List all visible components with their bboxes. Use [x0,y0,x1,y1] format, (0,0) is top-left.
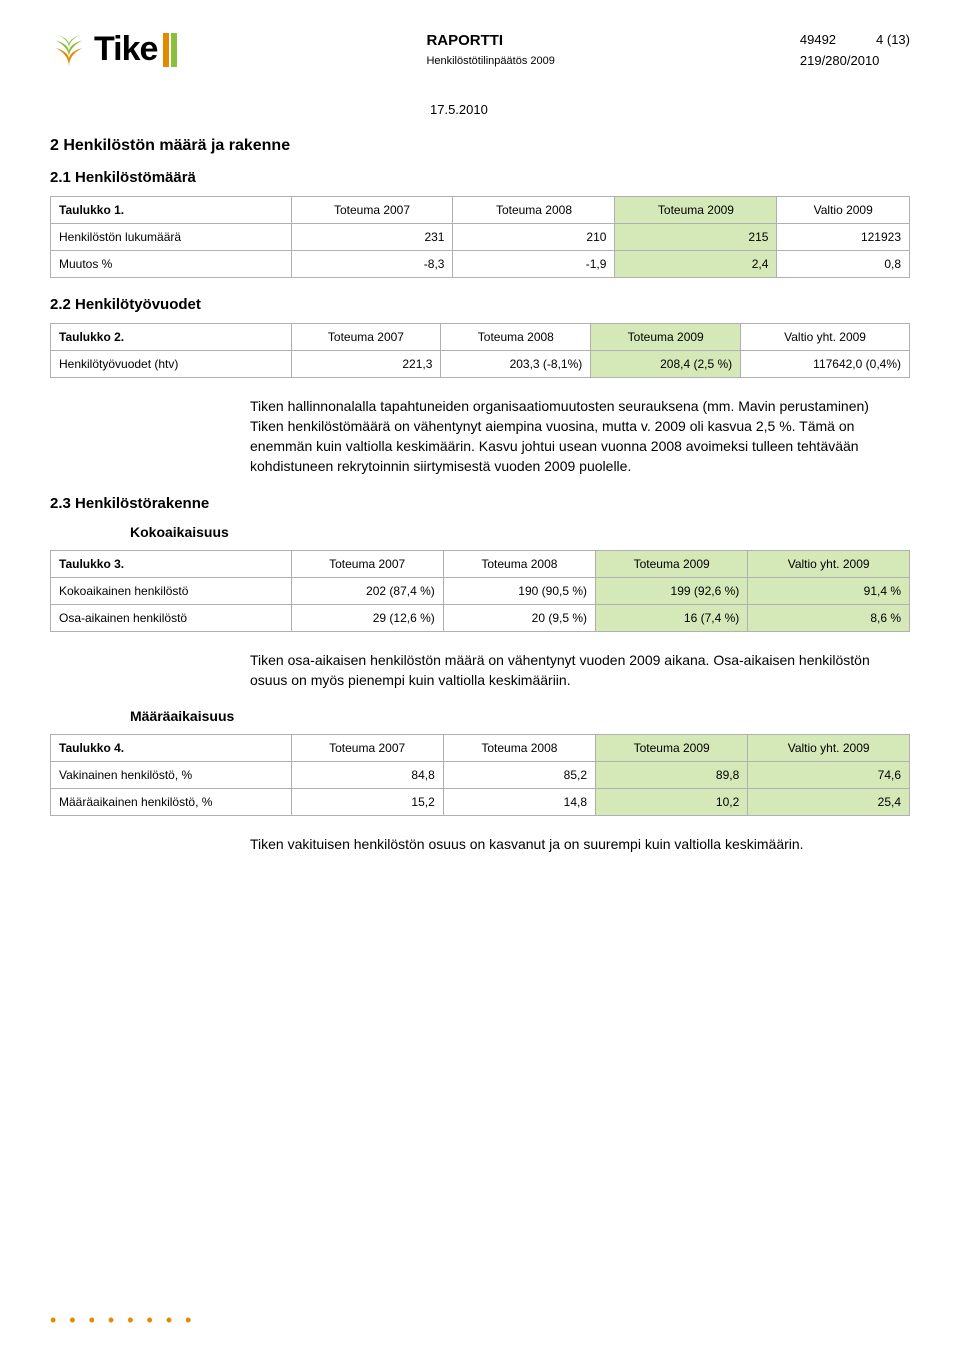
paragraph-1: Tiken hallinnonalalla tapahtuneiden orga… [250,396,870,477]
doc-date: 17.5.2010 [430,102,910,117]
page-header: Tike RAPORTTI Henkilöstötilinpäätös 2009… [50,30,910,72]
section-2-2-title: 2.2 Henkilötyövuodet [50,296,910,313]
table-cell: 89,8 [596,762,748,789]
table-cell: 20 (9,5 %) [443,604,595,631]
table-3: Taulukko 3.Toteuma 2007Toteuma 2008Toteu… [50,550,910,632]
header-center: RAPORTTI Henkilöstötilinpäätös 2009 [426,30,554,69]
table-cell: 208,4 (2,5 %) [591,350,741,377]
table-header: Valtio yht. 2009 [748,735,910,762]
table-cell: 8,6 % [748,604,910,631]
table-row-label: Vakinainen henkilöstö, % [51,762,292,789]
table-cell: 14,8 [443,789,595,816]
table-cell: 15,2 [291,789,443,816]
table-cell: 203,3 (-8,1%) [441,350,591,377]
section-2-title: 2 Henkilöstön määrä ja rakenne [50,137,910,155]
paragraph-3: Tiken vakituisen henkilöstön osuus on ka… [250,834,870,854]
table-cell: 121923 [777,223,910,250]
table-header: Toteuma 2009 [596,550,748,577]
section-2-3-title: 2.3 Henkilöstörakenne [50,495,910,512]
table-header: Toteuma 2008 [453,196,615,223]
table-caption: Taulukko 1. [51,196,292,223]
table-cell: 117642,0 (0,4%) [741,350,910,377]
table-row-label: Osa-aikainen henkilöstö [51,604,292,631]
table-cell: -1,9 [453,250,615,277]
table-4: Taulukko 4.Toteuma 2007Toteuma 2008Toteu… [50,734,910,816]
table-header: Toteuma 2007 [291,735,443,762]
table-cell: 74,6 [748,762,910,789]
table-cell: 2,4 [615,250,777,277]
table-header: Toteuma 2009 [591,323,741,350]
footer-dots-icon: • • • • • • • • [50,1310,195,1331]
table-header: Toteuma 2009 [615,196,777,223]
table-cell: 91,4 % [748,577,910,604]
table-row-label: Määräaikainen henkilöstö, % [51,789,292,816]
table-header: Toteuma 2008 [441,323,591,350]
table-cell: 10,2 [596,789,748,816]
table-header: Toteuma 2009 [596,735,748,762]
leaf-icon [50,31,88,69]
table-header: Valtio yht. 2009 [748,550,910,577]
paragraph-2: Tiken osa-aikaisen henkilöstön määrä on … [250,650,870,691]
table-header: Toteuma 2007 [291,196,453,223]
stripe-icon [163,33,181,67]
table-cell: -8,3 [291,250,453,277]
table-cell: 231 [291,223,453,250]
doc-title: RAPORTTI [426,30,554,53]
table-row-label: Henkilötyövuodet (htv) [51,350,292,377]
table-2: Taulukko 2.Toteuma 2007Toteuma 2008Toteu… [50,323,910,378]
table-cell: 199 (92,6 %) [596,577,748,604]
doc-ref: 219/280/2010 [800,51,910,72]
table-caption: Taulukko 2. [51,323,292,350]
table-cell: 16 (7,4 %) [596,604,748,631]
doc-id: 49492 [800,30,836,51]
table-cell: 25,4 [748,789,910,816]
table-row-label: Henkilöstön lukumäärä [51,223,292,250]
table-cell: 215 [615,223,777,250]
table-caption: Taulukko 3. [51,550,292,577]
page-number: 4 (13) [876,30,910,51]
doc-subtitle: Henkilöstötilinpäätös 2009 [426,53,554,70]
table-1: Taulukko 1.Toteuma 2007Toteuma 2008Toteu… [50,196,910,278]
table-header: Toteuma 2008 [443,735,595,762]
brand-name: Tike [94,30,157,69]
table-cell: 29 (12,6 %) [291,604,443,631]
table-cell: 84,8 [291,762,443,789]
table-cell: 202 (87,4 %) [291,577,443,604]
table-header: Toteuma 2007 [291,550,443,577]
brand-logo: Tike [50,30,181,69]
table-cell: 190 (90,5 %) [443,577,595,604]
table-header: Toteuma 2008 [443,550,595,577]
table-header: Valtio yht. 2009 [741,323,910,350]
table-cell: 210 [453,223,615,250]
header-right: 49492 4 (13) 219/280/2010 [800,30,910,72]
table-row-label: Kokoaikainen henkilöstö [51,577,292,604]
table-cell: 85,2 [443,762,595,789]
table-cell: 0,8 [777,250,910,277]
table-header: Toteuma 2007 [291,323,441,350]
table-header: Valtio 2009 [777,196,910,223]
table-caption: Taulukko 4. [51,735,292,762]
maaraaikaisuus-title: Määräaikaisuus [130,708,910,724]
kokoaikaisuus-title: Kokoaikaisuus [130,524,910,540]
table-row-label: Muutos % [51,250,292,277]
section-2-1-title: 2.1 Henkilöstömäärä [50,169,910,186]
table-cell: 221,3 [291,350,441,377]
